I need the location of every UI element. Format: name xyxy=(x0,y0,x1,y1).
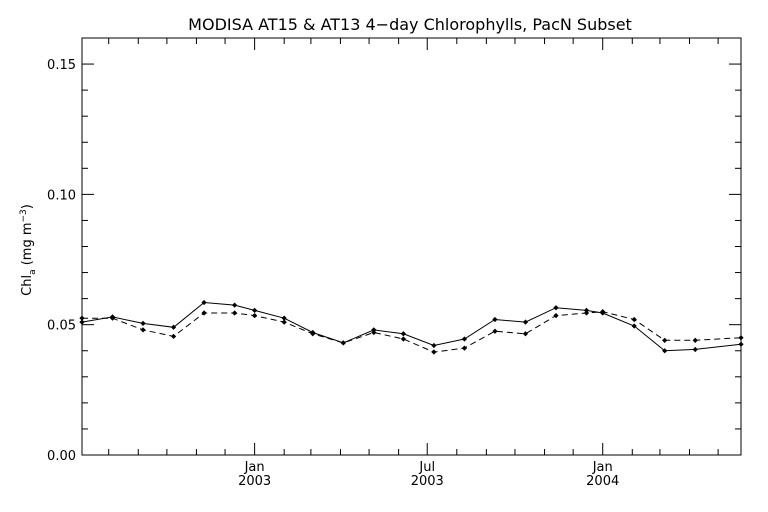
series-2-point xyxy=(583,310,590,316)
series-2-point xyxy=(170,333,177,340)
series-1-point xyxy=(738,341,744,347)
series-1-point xyxy=(692,346,698,353)
series-1-point xyxy=(431,342,437,349)
series-1-point xyxy=(492,316,498,323)
series-2-point xyxy=(662,337,668,343)
series-1-point xyxy=(140,320,146,327)
series-1-point xyxy=(662,348,668,354)
series-2-point xyxy=(340,340,346,346)
y-tick-label: 0.05 xyxy=(47,319,76,334)
series-1-point xyxy=(170,324,177,330)
y-axis-ticks: 0.00 0.05 0.10 0.15 xyxy=(47,37,741,464)
x-tick-label-year: 2003 xyxy=(411,474,444,489)
series-2-point xyxy=(738,335,744,341)
y-label-sub: a xyxy=(28,269,38,275)
series-1-point xyxy=(553,305,559,311)
y-tick-label: 0.00 xyxy=(47,449,76,464)
series-2-point xyxy=(109,315,116,321)
series-2-point xyxy=(522,331,529,337)
plot-frame xyxy=(81,37,742,456)
series-2-point xyxy=(79,315,85,321)
series-2-point xyxy=(371,329,377,336)
series-2-point xyxy=(400,336,407,342)
y-tick-label: 0.15 xyxy=(47,58,76,73)
series-2-point xyxy=(201,310,207,316)
series-2-point xyxy=(310,331,316,337)
y-label-close: ) xyxy=(20,204,35,209)
series-2-point xyxy=(631,316,637,323)
series-2-point xyxy=(431,349,437,355)
series-1-point xyxy=(400,331,407,337)
series-2-point xyxy=(492,328,498,334)
series-1-point xyxy=(201,299,207,306)
y-label-exp: −3 xyxy=(19,209,29,222)
series-line-1 xyxy=(81,301,742,352)
y-axis-label: Chla (mg m−3) xyxy=(19,204,38,296)
series-2-point xyxy=(140,327,146,333)
series-1-point xyxy=(79,319,85,325)
chart-title: MODISA AT15 & AT13 4−day Chlorophylls, P… xyxy=(188,15,632,34)
x-tick-label-month: Jan xyxy=(592,460,613,475)
x-tick-label-year: 2003 xyxy=(238,474,271,489)
series-2-point xyxy=(461,345,468,351)
series-2-point xyxy=(231,310,238,316)
series-2-point xyxy=(553,312,559,319)
series-2-point xyxy=(251,312,258,319)
y-label-unit: (mg m xyxy=(20,222,35,269)
series-line-2 xyxy=(82,311,742,353)
series-1-point xyxy=(522,319,529,325)
series-1-point xyxy=(631,323,637,329)
x-tick-label-month: Jan xyxy=(244,460,265,475)
series-2-point xyxy=(692,337,698,343)
series-2-point xyxy=(281,319,287,325)
y-tick-label: 0.10 xyxy=(47,188,76,203)
x-tick-label-month: Jul xyxy=(418,460,435,475)
y-label-main: Chl xyxy=(20,275,35,296)
series-1-point xyxy=(461,336,468,342)
series-1-point xyxy=(251,307,258,313)
series-1-point xyxy=(231,302,238,308)
series-2-point xyxy=(600,309,606,315)
series-layer xyxy=(79,299,744,355)
x-tick-label-year: 2004 xyxy=(586,474,619,489)
